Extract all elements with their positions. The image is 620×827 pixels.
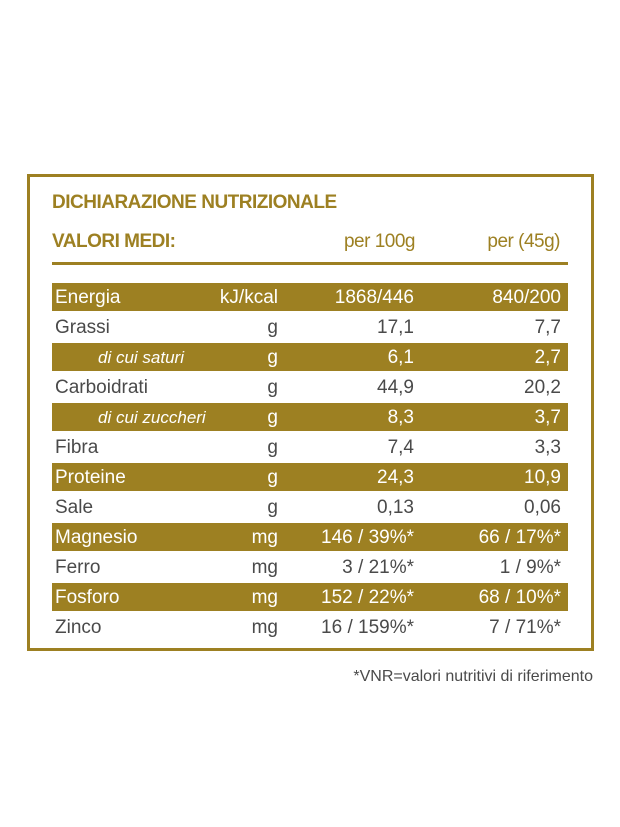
- row-band: [52, 463, 568, 491]
- unit: g: [267, 317, 278, 338]
- value-per-serving: 3,3: [534, 437, 561, 458]
- value-per-serving: 7 / 71%*: [489, 617, 561, 638]
- unit: g: [267, 407, 278, 428]
- value-per-100g: 17,1: [377, 317, 414, 338]
- unit: g: [267, 437, 278, 458]
- value-per-serving: 2,7: [534, 347, 561, 368]
- unit: kJ/kcal: [219, 287, 278, 308]
- nutrient-label: di cui zuccheri: [98, 408, 206, 427]
- subtitle: VALORI MEDI:: [52, 231, 176, 252]
- column-header: per (45g): [487, 231, 560, 252]
- value-per-serving: 0,06: [524, 497, 561, 518]
- nutrient-label: Energia: [55, 287, 121, 308]
- nutrient-label: di cui saturi: [98, 348, 184, 367]
- unit: g: [267, 347, 278, 368]
- value-per-100g: 24,3: [377, 467, 414, 488]
- value-per-100g: 6,1: [387, 347, 414, 368]
- value-per-serving: 7,7: [534, 317, 561, 338]
- column-header: per 100g: [343, 231, 416, 252]
- nutrient-label: Proteine: [55, 467, 126, 488]
- value-per-100g: 1868/446: [334, 287, 414, 308]
- row-band: [52, 283, 568, 311]
- value-per-serving: 10,9: [524, 467, 561, 488]
- nutrient-label: Ferro: [55, 557, 101, 578]
- nutrient-label: Grassi: [55, 317, 110, 338]
- value-per-serving: 66 / 17%*: [478, 527, 561, 548]
- title: DICHIARAZIONE NUTRIZIONALE: [52, 192, 337, 213]
- nutrient-label: Fosforo: [55, 587, 120, 608]
- value-per-100g: 152 / 22%*: [321, 587, 414, 608]
- value-per-100g: 3 / 21%*: [342, 557, 414, 578]
- nutrient-label: Magnesio: [55, 527, 138, 548]
- unit: mg: [251, 587, 278, 608]
- row-band: [52, 583, 568, 611]
- value-per-serving: 68 / 10%*: [478, 587, 561, 608]
- unit: mg: [251, 527, 278, 548]
- row-band: [52, 403, 568, 431]
- nutrient-label: Zinco: [55, 617, 102, 638]
- nutrient-label: Fibra: [55, 437, 99, 458]
- nutrient-label: Carboidrati: [55, 377, 148, 398]
- nutrient-label: Sale: [55, 497, 94, 518]
- table-border: [27, 174, 594, 651]
- unit: g: [267, 497, 278, 518]
- value-per-100g: 16 / 159%*: [321, 617, 414, 638]
- value-per-serving: 3,7: [534, 407, 561, 428]
- row-band: [52, 343, 568, 371]
- value-per-100g: 0,13: [377, 497, 414, 518]
- value-per-serving: 20,2: [524, 377, 561, 398]
- value-per-100g: 146 / 39%*: [321, 527, 414, 548]
- value-per-serving: 840/200: [492, 287, 561, 308]
- unit: g: [267, 467, 278, 488]
- value-per-100g: 8,3: [387, 407, 414, 428]
- unit: g: [267, 377, 278, 398]
- footnote: *VNR=valori nutritivi di riferimento: [353, 668, 593, 685]
- value-per-100g: 7,4: [387, 437, 414, 458]
- unit: mg: [251, 617, 278, 638]
- unit: mg: [251, 557, 278, 578]
- value-per-serving: 1 / 9%*: [499, 557, 561, 578]
- row-band: [52, 523, 568, 551]
- value-per-100g: 44,9: [377, 377, 414, 398]
- divider: [52, 262, 568, 265]
